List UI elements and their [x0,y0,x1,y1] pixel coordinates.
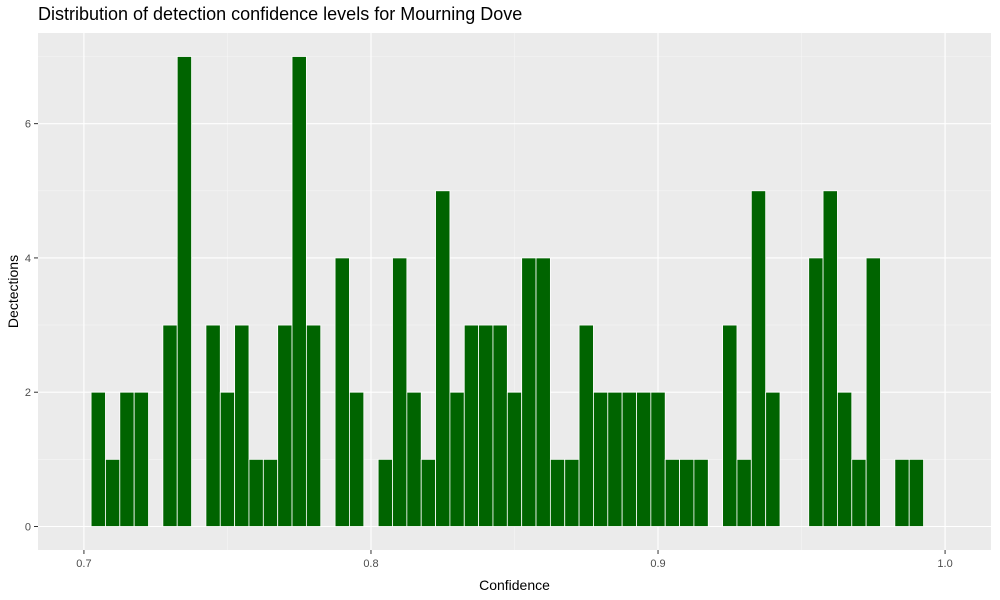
histogram-bar [535,257,551,527]
histogram-bar [650,391,666,527]
histogram-bar [837,391,853,527]
axes: 0.7 0.8 0.9 1.0 0 2 4 6 [25,119,953,570]
y-tick-label: 2 [25,387,31,399]
histogram-bar [736,458,752,527]
y-tick-label: 6 [25,119,31,131]
histogram-bar [248,458,264,527]
histogram-bar [463,324,480,527]
histogram-bar [420,458,436,527]
x-tick-label: 0.8 [363,558,378,570]
histogram-bar [679,458,695,527]
histogram-bar [521,257,537,527]
histogram-bar [593,391,609,527]
chart-title: Distribution of detection confidence lev… [38,4,522,24]
histogram-bar [406,391,422,527]
histogram-bar [578,324,594,527]
histogram-bar [722,324,738,527]
histogram-bar [291,56,307,527]
x-tick-label: 0.7 [76,558,91,570]
histogram-bar [205,324,221,527]
histogram-bar [234,324,250,527]
histogram-bar [377,458,393,527]
histogram-bar [176,56,192,527]
histogram-bar [90,391,106,527]
histogram-bar [894,458,910,527]
y-tick-label: 0 [25,522,31,534]
x-axis-title: Confidence [479,577,550,593]
histogram-bar [449,391,465,527]
histogram-bar [492,324,508,527]
histogram-bar [636,391,652,527]
histogram-bar [765,391,781,527]
histogram-bar [277,324,293,527]
histogram-bar [349,391,365,527]
x-tick-label: 0.9 [650,558,665,570]
histogram-bar [851,458,867,527]
histogram-bar [105,458,121,527]
histogram-bar [133,391,149,527]
histogram-bar [621,391,637,527]
histogram-bar [865,257,881,527]
histogram-bar [262,458,279,527]
histogram-bar [119,391,135,527]
histogram-bar [478,324,494,527]
histogram-bar [607,391,623,527]
histogram-bar [435,190,451,527]
histogram-bar [908,458,924,527]
histogram-bar [664,458,680,527]
histogram-bar [392,257,408,527]
histogram-bar [808,257,824,527]
histogram-bar [750,190,767,527]
histogram-bar [549,458,566,527]
histogram-bar [506,391,523,527]
histogram-bar [334,257,350,527]
bars [90,56,924,527]
histogram-bar [564,458,580,527]
y-axis-title: Dectections [5,255,21,328]
histogram-bar [822,190,838,527]
histogram-bar [162,324,178,527]
histogram-bar [693,458,709,527]
y-tick-label: 4 [25,253,31,265]
histogram-bar [305,324,322,527]
histogram-bar [219,391,236,527]
x-tick-label: 1.0 [937,558,952,570]
